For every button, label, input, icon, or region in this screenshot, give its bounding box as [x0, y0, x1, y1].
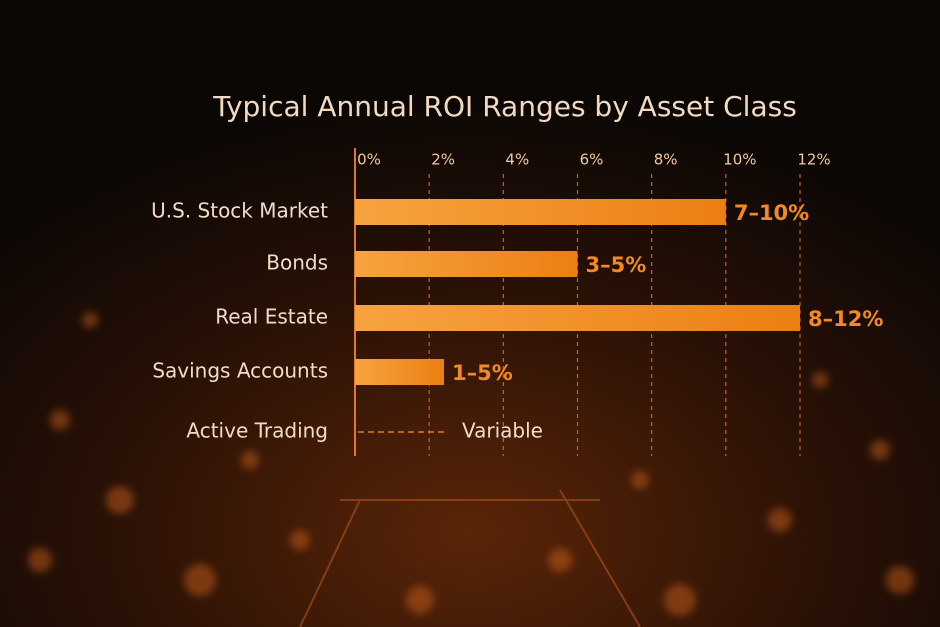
- y-tick-label: U.S. Stock Market: [151, 199, 328, 223]
- annotation: 7–10%: [734, 201, 809, 225]
- annotation: 1–5%: [452, 361, 513, 385]
- x-tick-label: 2%: [431, 151, 455, 169]
- annotation: 3–5%: [586, 253, 647, 277]
- x-tick-label: 10%: [723, 151, 756, 169]
- x-tick-label: 4%: [505, 151, 529, 169]
- bar: [355, 359, 444, 385]
- x-tick-label: 8%: [654, 151, 678, 169]
- y-tick-label: Savings Accounts: [152, 359, 328, 383]
- bokeh: [28, 312, 914, 616]
- annotation: 8–12%: [808, 307, 883, 331]
- annotation: Variable: [462, 419, 543, 443]
- y-tick-label: Active Trading: [186, 419, 328, 443]
- x-tick-label: 0%: [357, 151, 381, 169]
- floor-lines: [299, 489, 641, 627]
- bar: [355, 251, 578, 277]
- x-tick-label: 6%: [580, 151, 604, 169]
- chart-title: Typical Annual ROI Ranges by Asset Class: [212, 90, 797, 123]
- y-tick-label: Bonds: [266, 251, 328, 275]
- y-tick-label: Real Estate: [215, 305, 328, 329]
- x-tick-label: 12%: [797, 151, 830, 169]
- bar: [355, 199, 726, 225]
- bar: [355, 305, 800, 331]
